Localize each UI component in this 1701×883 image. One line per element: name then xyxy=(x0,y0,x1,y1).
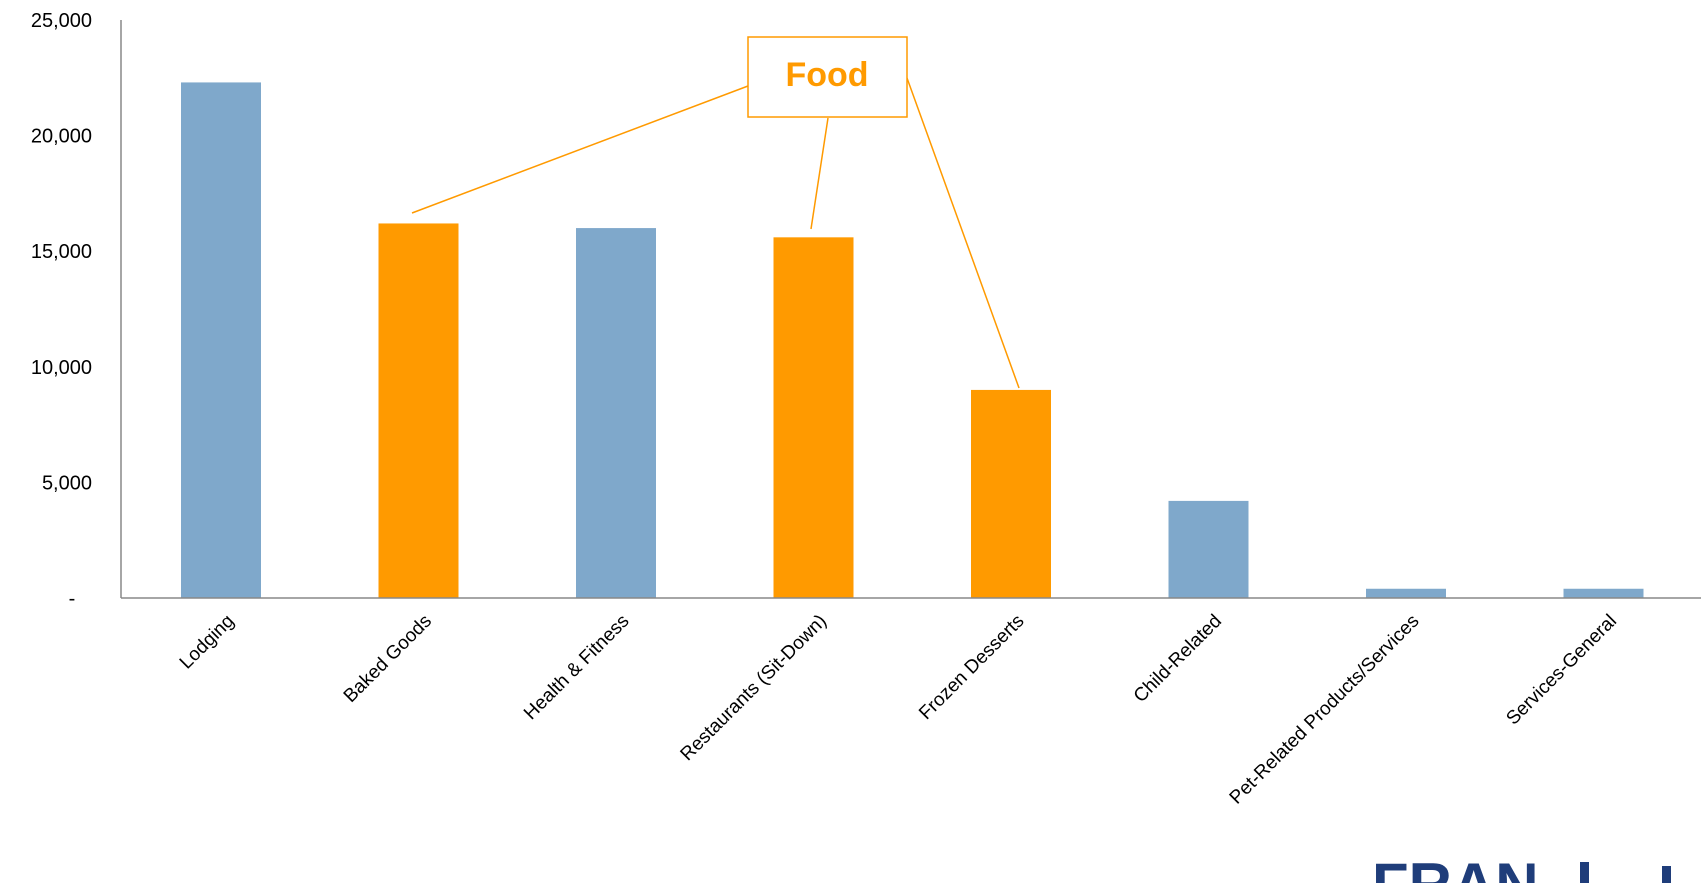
x-tick-label: Child-Related xyxy=(1130,611,1226,707)
bars xyxy=(181,82,1644,598)
y-tick-label: 25,000 xyxy=(31,10,92,32)
annotation-text: Food xyxy=(785,56,868,94)
logo-text: FRAN xyxy=(1372,851,1539,883)
x-tick-label: Baked Goods xyxy=(340,611,436,707)
logo-bar xyxy=(1580,862,1589,883)
bar xyxy=(1168,500,1249,598)
bar xyxy=(773,237,854,598)
axes xyxy=(120,20,1701,599)
x-tick-label: Health & Fitness xyxy=(520,611,633,724)
bar xyxy=(1563,588,1644,598)
logo-bar xyxy=(1662,866,1671,883)
y-tick-label: - xyxy=(69,588,76,610)
y-tick-label: 20,000 xyxy=(31,126,92,148)
x-tick-label: Services-General xyxy=(1502,611,1621,730)
bar xyxy=(971,389,1051,598)
food-annotation: Food xyxy=(411,36,1020,389)
annotation-box xyxy=(747,36,908,118)
x-tick-label: Pet-Related Products/Services xyxy=(1226,611,1424,809)
annotation-leader-frozen-desserts xyxy=(906,77,1020,389)
x-tick-label: Restaurants (Sit-Down) xyxy=(677,611,831,765)
x-axis-labels: Lodging Baked Goods Health & Fitness Restau… xyxy=(176,611,1621,809)
y-tick-label: 10,000 xyxy=(31,357,92,379)
x-tick-label: Frozen Desserts xyxy=(915,611,1028,724)
bar xyxy=(181,82,261,598)
y-tick-label: 5,000 xyxy=(42,472,92,494)
annotation-leader-restaurants xyxy=(810,117,829,230)
bar xyxy=(1366,588,1446,598)
franchise-logo-icon: FRAN xyxy=(1372,851,1671,883)
bar xyxy=(378,223,459,598)
bar xyxy=(576,228,656,598)
y-axis-ticks: - 5,000 10,000 15,000 20,000 25,000 xyxy=(31,10,92,610)
y-tick-label: 15,000 xyxy=(31,241,92,263)
annotation-leader-baked-goods xyxy=(411,85,749,214)
x-tick-label: Lodging xyxy=(176,611,239,674)
